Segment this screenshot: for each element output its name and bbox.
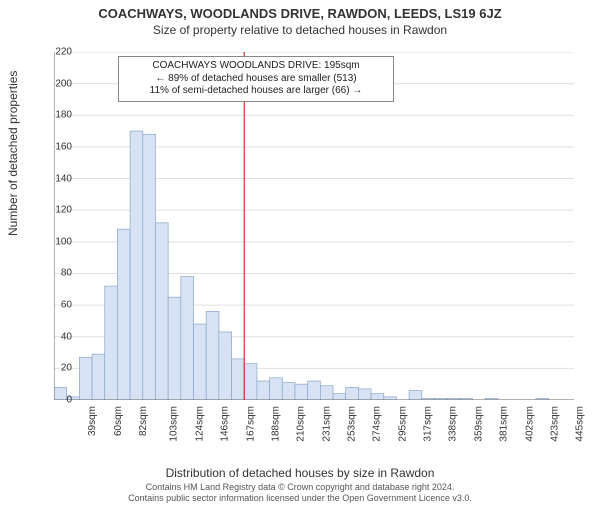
y-tick: 220 <box>42 47 72 58</box>
y-tick: 160 <box>42 141 72 152</box>
x-tick: 124sqm <box>194 406 205 442</box>
y-tick: 100 <box>42 236 72 247</box>
x-axis-label: Distribution of detached houses by size … <box>0 466 600 480</box>
annotation-line2: ← 89% of detached houses are smaller (51… <box>125 73 387 86</box>
chart-subtitle: Size of property relative to detached ho… <box>0 23 600 37</box>
x-tick: 295sqm <box>397 406 408 442</box>
y-tick: 140 <box>42 173 72 184</box>
x-tick: 359sqm <box>473 406 484 442</box>
y-tick: 120 <box>42 205 72 216</box>
attribution-line1: Contains HM Land Registry data © Crown c… <box>0 482 600 493</box>
x-tick: 39sqm <box>87 406 98 436</box>
x-tick: 210sqm <box>296 406 307 442</box>
x-tick: 381sqm <box>499 406 510 442</box>
x-tick: 253sqm <box>347 406 358 442</box>
x-tick: 82sqm <box>138 406 149 436</box>
x-tick: 167sqm <box>245 406 256 442</box>
attribution-text: Contains HM Land Registry data © Crown c… <box>0 482 600 504</box>
x-tick: 338sqm <box>448 406 459 442</box>
y-tick: 60 <box>42 300 72 311</box>
annotation-line1: COACHWAYS WOODLANDS DRIVE: 195sqm <box>125 60 387 73</box>
annotation-line3: 11% of semi-detached houses are larger (… <box>125 85 387 98</box>
y-tick: 20 <box>42 363 72 374</box>
y-tick: 80 <box>42 268 72 279</box>
chart-title: COACHWAYS, WOODLANDS DRIVE, RAWDON, LEED… <box>0 6 600 21</box>
x-tick: 402sqm <box>524 406 535 442</box>
x-tick: 317sqm <box>423 406 434 442</box>
annotation-box: COACHWAYS WOODLANDS DRIVE: 195sqm ← 89% … <box>118 56 394 102</box>
y-tick: 200 <box>42 78 72 89</box>
x-tick: 274sqm <box>372 406 383 442</box>
attribution-line2: Contains public sector information licen… <box>0 493 600 504</box>
x-tick: 103sqm <box>169 406 180 442</box>
x-tick: 423sqm <box>550 406 561 442</box>
y-tick: 40 <box>42 331 72 342</box>
y-axis-label: Number of detached properties <box>6 71 20 236</box>
y-tick: 0 <box>42 395 72 406</box>
x-tick: 188sqm <box>270 406 281 442</box>
x-tick: 445sqm <box>575 406 586 442</box>
x-tick: 60sqm <box>113 406 124 436</box>
histogram-plot <box>54 52 574 400</box>
y-tick: 180 <box>42 110 72 121</box>
x-tick: 231sqm <box>321 406 332 442</box>
x-tick: 146sqm <box>220 406 231 442</box>
